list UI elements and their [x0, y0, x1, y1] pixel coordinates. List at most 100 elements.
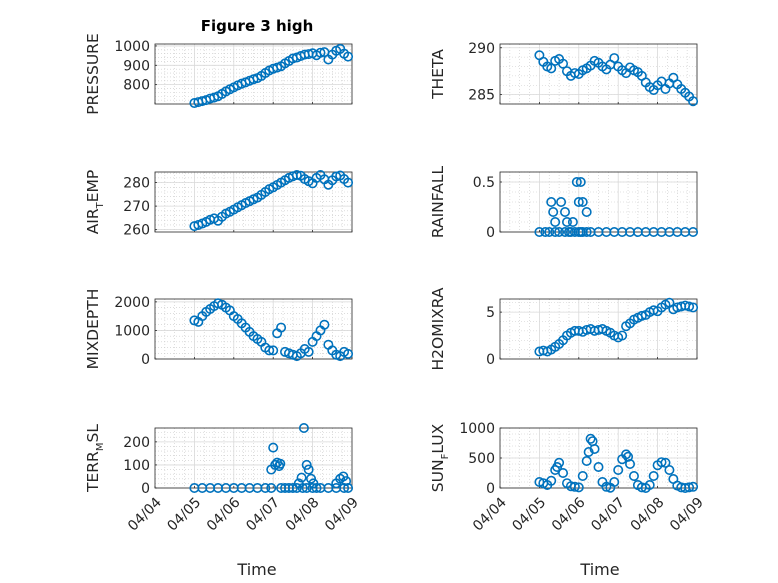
- data-point: [581, 227, 592, 238]
- data-point: [303, 346, 314, 357]
- axes-box: [499, 171, 698, 233]
- data-point: [343, 482, 354, 493]
- data-point: [609, 476, 620, 487]
- figure-title: Figure 3 high: [201, 17, 314, 35]
- data-point: [560, 227, 571, 238]
- y-axis-label: H2OMIXRA: [429, 287, 447, 370]
- data-point: [554, 457, 565, 468]
- data-point: [550, 227, 561, 238]
- panel-8: 0 500 1000 04/04 04/05 04/06 04/07 04/08 04/09 SU…: [429, 421, 707, 534]
- y-tick-label: 0.5: [473, 175, 495, 191]
- data-point: [573, 197, 584, 208]
- x-tick-label: 04/09: [322, 495, 362, 535]
- data-point: [298, 422, 309, 433]
- data-point: [546, 475, 557, 486]
- data-point: [571, 177, 582, 188]
- data-point: [296, 472, 307, 483]
- x-axis-label-right: Time: [579, 560, 619, 579]
- y-axis-label: MIXDEPTH: [84, 289, 102, 370]
- data-point: [264, 345, 275, 356]
- y-tick-label: 0: [486, 225, 495, 241]
- x-tick-label: 04/08: [283, 495, 323, 535]
- data-point: [268, 442, 279, 453]
- axes-box: [154, 43, 353, 105]
- data-point: [303, 464, 314, 475]
- y-tick-label: 900: [123, 58, 150, 74]
- axes-box: [154, 298, 353, 360]
- data-point: [293, 478, 304, 489]
- data-point: [558, 467, 569, 478]
- data-point: [625, 458, 636, 469]
- data-point: [567, 217, 578, 228]
- data-point: [540, 227, 551, 238]
- data-point: [266, 482, 277, 493]
- data-point: [291, 170, 302, 181]
- data-point: [613, 464, 624, 475]
- data-point: [585, 433, 596, 444]
- data-point: [593, 461, 604, 472]
- data-point: [573, 482, 584, 493]
- y-tick-label: 1000: [114, 323, 150, 339]
- data-point: [684, 482, 695, 493]
- data-point: [581, 207, 592, 218]
- data-point: [688, 481, 699, 492]
- data-point: [583, 446, 594, 457]
- data-point: [343, 51, 354, 62]
- data-point: [343, 348, 354, 359]
- data-point: [275, 458, 286, 469]
- data-point: [684, 301, 695, 312]
- x-tick-label: 04/04: [125, 495, 165, 535]
- data-point: [301, 459, 312, 470]
- data-point: [554, 227, 565, 238]
- x-tick-label: 04/09: [667, 495, 707, 535]
- y-axis-label: THETA: [429, 49, 447, 100]
- x-tick-label: 04/04: [470, 495, 510, 535]
- data-point: [644, 479, 655, 490]
- data-point: [260, 482, 271, 493]
- data-point: [550, 217, 561, 228]
- y-axis-label: AIRTEMP: [84, 170, 106, 235]
- data-point: [688, 302, 699, 313]
- data-point: [558, 58, 569, 69]
- data-point: [648, 470, 659, 481]
- data-point: [343, 177, 354, 188]
- data-point: [609, 53, 620, 64]
- y-tick-label: 280: [123, 176, 150, 192]
- y-tick-label: 1000: [114, 39, 150, 55]
- x-tick-label: 04/05: [164, 495, 204, 535]
- x-tick-label: 04/05: [509, 495, 549, 535]
- data-point: [276, 322, 287, 333]
- data-point: [688, 227, 699, 238]
- data-point: [546, 63, 557, 74]
- data-point: [341, 476, 352, 487]
- y-tick-label: 0: [141, 481, 150, 497]
- data-point: [548, 207, 559, 218]
- axes-box: [154, 171, 353, 233]
- data-point: [589, 443, 600, 454]
- data-point: [561, 217, 572, 228]
- y-tick-label: 800: [123, 78, 150, 94]
- panel-5: 0 1000 2000 MIXDEPTH: [84, 289, 354, 370]
- y-tick-label: 290: [468, 41, 495, 57]
- data-point: [656, 457, 667, 468]
- y-tick-label: 100: [123, 458, 150, 474]
- data-point: [575, 177, 586, 188]
- data-point: [534, 227, 545, 238]
- data-point: [688, 96, 699, 107]
- data-point: [268, 345, 279, 356]
- panel-6: 0 5 H2OMIXRA: [429, 287, 699, 371]
- data-point: [581, 455, 592, 466]
- x-tick-label: 04/07: [588, 495, 628, 535]
- data-point: [636, 310, 647, 321]
- y-tick-label: 0: [486, 352, 495, 368]
- data-point: [628, 470, 639, 481]
- x-tick-label: 04/07: [243, 495, 283, 535]
- x-axis-label-left: Time: [236, 560, 276, 579]
- y-tick-label: 285: [468, 88, 495, 104]
- x-tick-label: 04/06: [549, 495, 589, 535]
- data-point: [664, 464, 675, 475]
- data-point: [339, 482, 350, 493]
- data-point: [319, 319, 330, 330]
- x-tick-label: 04/06: [204, 495, 244, 535]
